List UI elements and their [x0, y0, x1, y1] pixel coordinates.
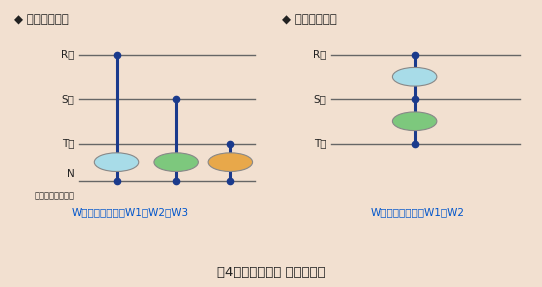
Text: S相: S相 — [61, 94, 74, 104]
Text: S相: S相 — [313, 94, 326, 104]
Text: 围4　結線方式別 電力計算法: 围4 結線方式別 電力計算法 — [217, 266, 325, 279]
Text: W2: W2 — [406, 116, 423, 126]
Text: W2: W2 — [168, 157, 184, 167]
Text: N: N — [67, 169, 74, 179]
Text: ◆ 三相４線方式: ◆ 三相４線方式 — [14, 13, 68, 26]
Text: R相: R相 — [61, 50, 74, 59]
Text: W1: W1 — [406, 72, 423, 82]
Text: W（交流電力）＝W1＋W2: W（交流電力）＝W1＋W2 — [370, 208, 464, 217]
Text: ◆ 三相３線方式: ◆ 三相３線方式 — [282, 13, 337, 26]
Text: T相: T相 — [314, 139, 326, 148]
Text: W1: W1 — [108, 157, 125, 167]
Ellipse shape — [392, 67, 437, 86]
Text: （ニュートラル）: （ニュートラル） — [34, 192, 74, 201]
Text: W（交流電力）＝W1＋W2＋W3: W（交流電力）＝W1＋W2＋W3 — [72, 208, 189, 217]
Text: T相: T相 — [62, 139, 74, 148]
Ellipse shape — [94, 153, 139, 172]
Ellipse shape — [154, 153, 198, 172]
Ellipse shape — [208, 153, 253, 172]
Text: R相: R相 — [313, 50, 326, 59]
Text: W3: W3 — [222, 157, 238, 167]
Ellipse shape — [392, 112, 437, 131]
